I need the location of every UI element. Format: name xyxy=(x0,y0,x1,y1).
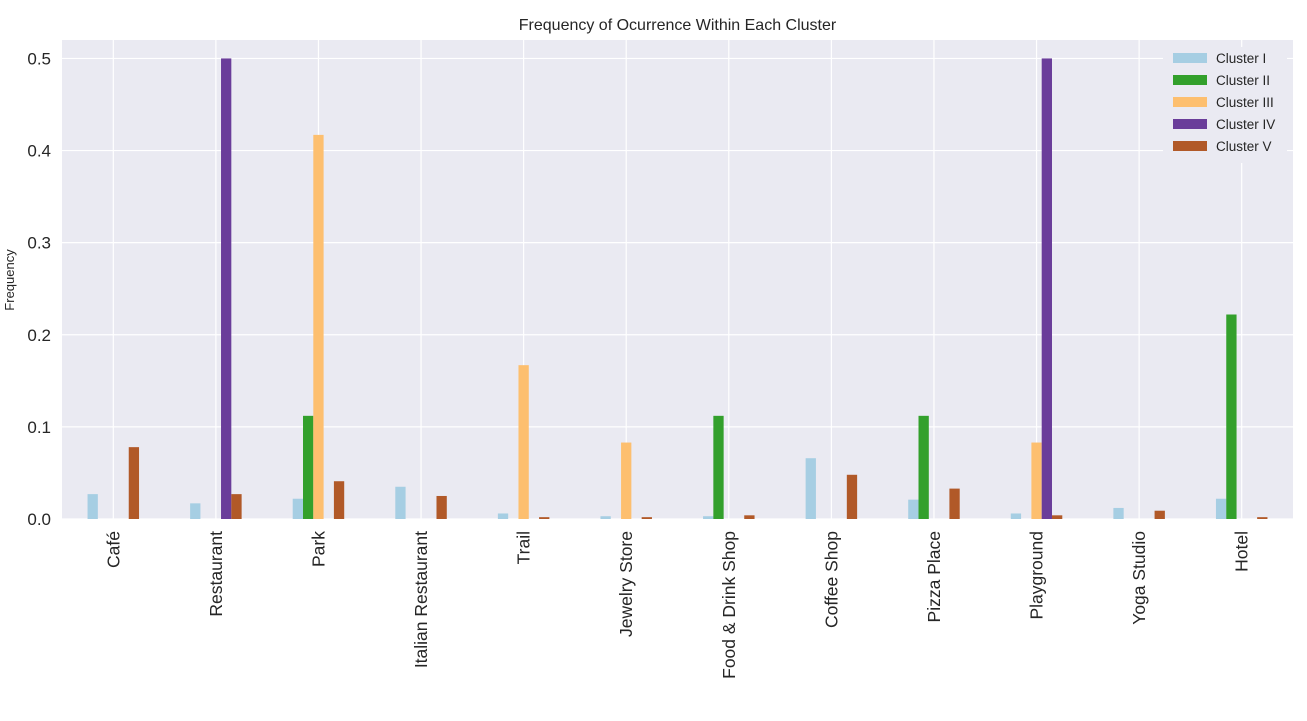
bar-cluster-iii-5 xyxy=(621,442,632,519)
legend-swatch xyxy=(1173,119,1207,129)
x-tick-label: Trail xyxy=(514,531,534,564)
bar-cluster-v-1 xyxy=(231,494,242,519)
bar-cluster-v-10 xyxy=(1154,510,1165,519)
y-tick-label: 0.3 xyxy=(27,234,51,253)
bar-cluster-ii-6 xyxy=(713,415,724,519)
bar-cluster-ii-8 xyxy=(918,415,929,519)
legend-label: Cluster II xyxy=(1216,73,1270,88)
legend: Cluster I Cluster II Cluster III Cluster IV… xyxy=(1163,47,1287,163)
legend-swatch xyxy=(1173,97,1207,107)
bar-cluster-i-1 xyxy=(190,503,201,519)
x-tick-label: Park xyxy=(308,531,328,567)
legend-label: Cluster III xyxy=(1216,95,1274,110)
bar-cluster-i-5 xyxy=(600,516,611,519)
bar-cluster-i-3 xyxy=(395,486,406,519)
y-tick-label: 0.5 xyxy=(27,49,51,68)
bar-cluster-iv-1 xyxy=(221,58,232,520)
chart-title: Frequency of Ocurrence Within Each Clust… xyxy=(519,17,837,34)
bar-cluster-v-4 xyxy=(539,517,550,519)
x-tick-label: Pizza Place xyxy=(924,531,944,622)
bar-cluster-i-4 xyxy=(497,513,509,519)
bar-cluster-ii-2 xyxy=(303,415,314,519)
legend-swatch xyxy=(1173,75,1207,85)
legend-label: Cluster V xyxy=(1216,139,1272,154)
bar-cluster-i-2 xyxy=(292,498,304,519)
bar-cluster-v-11 xyxy=(1257,517,1268,519)
x-tick-label: Jewelry Store xyxy=(616,531,636,637)
bar-cluster-i-0 xyxy=(87,494,98,519)
bar-cluster-iii-4 xyxy=(518,365,529,519)
bar-cluster-v-9 xyxy=(1051,515,1063,519)
bar-cluster-iii-2 xyxy=(313,134,324,519)
bar-cluster-v-7 xyxy=(846,474,858,519)
bar-cluster-v-2 xyxy=(333,481,345,519)
legend-label: Cluster IV xyxy=(1216,117,1275,132)
x-tick-label: Coffee Shop xyxy=(821,531,841,628)
bar-cluster-i-8 xyxy=(908,499,919,519)
bar-cluster-v-3 xyxy=(436,495,447,519)
y-tick-label: 0.0 xyxy=(27,510,51,529)
x-tick-label: Food & Drink Shop xyxy=(719,531,739,679)
bar-cluster-v-5 xyxy=(641,517,652,519)
bar-cluster-i-9 xyxy=(1010,513,1022,519)
x-tick-label: Café xyxy=(103,531,123,568)
y-tick-label: 0.1 xyxy=(27,418,51,437)
bar-cluster-i-10 xyxy=(1113,507,1124,519)
x-tick-label: Hotel xyxy=(1232,531,1252,572)
legend-swatch xyxy=(1173,141,1207,151)
y-axis-label: Frequency xyxy=(2,249,17,311)
y-tick-label: 0.2 xyxy=(27,326,51,345)
legend-label: Cluster I xyxy=(1216,51,1266,66)
legend-swatch xyxy=(1173,53,1207,63)
bar-cluster-i-11 xyxy=(1215,498,1227,519)
bar-cluster-v-8 xyxy=(949,488,960,519)
x-tick-label: Yoga Studio xyxy=(1129,531,1149,625)
bar-cluster-i-7 xyxy=(805,458,816,519)
bar-cluster-v-0 xyxy=(128,447,140,519)
x-tick-label: Restaurant xyxy=(206,531,226,617)
bar-cluster-iii-9 xyxy=(1031,442,1042,519)
plot-area xyxy=(62,40,1293,519)
bar-cluster-i-6 xyxy=(703,516,714,519)
y-tick-label: 0.4 xyxy=(27,142,51,161)
x-tick-label: Playground xyxy=(1027,531,1047,620)
bar-cluster-v-6 xyxy=(744,515,755,519)
bar-cluster-iv-9 xyxy=(1041,58,1052,520)
bar-cluster-ii-11 xyxy=(1226,314,1237,519)
x-tick-label: Italian Restaurant xyxy=(411,531,431,668)
